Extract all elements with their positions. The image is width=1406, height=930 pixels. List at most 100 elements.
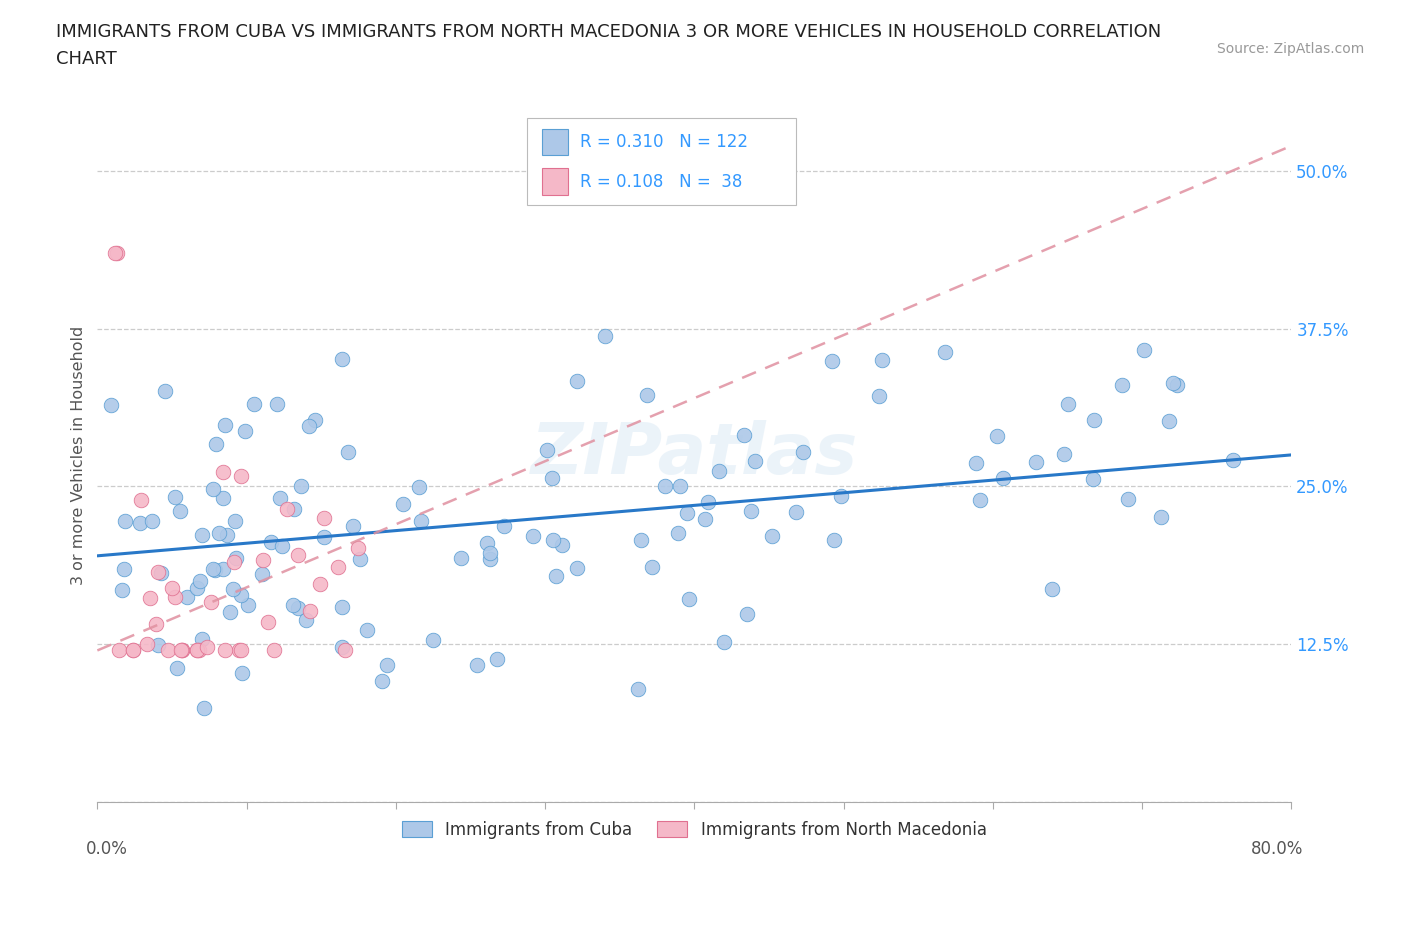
Point bbox=[266, 396, 288, 411]
Point bbox=[494, 518, 516, 533]
Point bbox=[160, 580, 183, 595]
Point bbox=[1025, 455, 1047, 470]
Point bbox=[326, 559, 349, 574]
Point bbox=[166, 661, 188, 676]
Point bbox=[627, 682, 650, 697]
Point bbox=[1159, 414, 1181, 429]
Point bbox=[450, 551, 472, 565]
Point bbox=[136, 636, 159, 651]
Point bbox=[222, 581, 245, 596]
Point bbox=[148, 637, 170, 652]
Point bbox=[641, 560, 664, 575]
Point bbox=[567, 561, 589, 576]
Point bbox=[290, 478, 312, 493]
Point bbox=[276, 502, 298, 517]
Point bbox=[536, 443, 558, 458]
Point bbox=[153, 384, 176, 399]
Point bbox=[212, 561, 235, 576]
Point bbox=[218, 604, 240, 619]
Point bbox=[546, 568, 568, 583]
Point bbox=[122, 643, 145, 658]
Point bbox=[231, 588, 253, 603]
Point bbox=[236, 597, 259, 612]
Point bbox=[212, 491, 235, 506]
Point bbox=[211, 464, 233, 479]
Point bbox=[235, 423, 257, 438]
Point bbox=[163, 590, 186, 604]
Point bbox=[666, 526, 689, 541]
Point bbox=[314, 511, 336, 525]
Text: IMMIGRANTS FROM CUBA VS IMMIGRANTS FROM NORTH MACEDONIA 3 OR MORE VEHICLES IN HO: IMMIGRANTS FROM CUBA VS IMMIGRANTS FROM … bbox=[56, 23, 1161, 68]
Point bbox=[145, 618, 167, 632]
Point bbox=[190, 573, 212, 588]
Point bbox=[785, 504, 807, 519]
Point bbox=[214, 418, 236, 432]
Point bbox=[733, 428, 755, 443]
Point bbox=[148, 565, 170, 579]
Point bbox=[1166, 378, 1188, 392]
Point bbox=[593, 328, 616, 343]
Point bbox=[485, 652, 508, 667]
Point bbox=[105, 246, 128, 260]
Point bbox=[735, 607, 758, 622]
Point bbox=[205, 437, 228, 452]
Point bbox=[392, 497, 415, 512]
Point bbox=[204, 563, 226, 578]
Point bbox=[214, 643, 236, 658]
Point bbox=[269, 490, 291, 505]
Point bbox=[169, 503, 191, 518]
Point bbox=[541, 533, 564, 548]
Point bbox=[707, 464, 730, 479]
Point bbox=[257, 614, 280, 629]
Point bbox=[193, 701, 215, 716]
Point bbox=[294, 613, 316, 628]
Point bbox=[128, 515, 150, 530]
Point bbox=[287, 601, 309, 616]
Point bbox=[377, 658, 399, 672]
Text: ZIPatlas: ZIPatlas bbox=[530, 420, 858, 489]
Point bbox=[422, 633, 444, 648]
Point bbox=[283, 502, 305, 517]
Point bbox=[475, 536, 498, 551]
Point bbox=[297, 418, 319, 433]
Point bbox=[228, 643, 250, 658]
Point bbox=[111, 582, 134, 597]
Point bbox=[333, 643, 356, 658]
Point bbox=[713, 634, 735, 649]
Point bbox=[1116, 492, 1139, 507]
Point bbox=[170, 643, 193, 658]
Point bbox=[163, 489, 186, 504]
Text: R = 0.108   N =  38: R = 0.108 N = 38 bbox=[579, 173, 742, 191]
Point bbox=[678, 591, 700, 606]
Point bbox=[1111, 378, 1133, 392]
Point bbox=[349, 551, 371, 566]
Point bbox=[540, 471, 562, 485]
Text: R = 0.310   N = 122: R = 0.310 N = 122 bbox=[579, 133, 748, 151]
Point bbox=[1083, 472, 1105, 487]
Point bbox=[1132, 342, 1154, 357]
Point bbox=[195, 640, 218, 655]
Point bbox=[823, 532, 845, 547]
FancyBboxPatch shape bbox=[527, 118, 796, 206]
Point bbox=[342, 518, 364, 533]
Point bbox=[696, 494, 718, 509]
Point bbox=[479, 545, 502, 560]
FancyBboxPatch shape bbox=[541, 168, 568, 194]
Point bbox=[1163, 376, 1185, 391]
Point bbox=[969, 493, 991, 508]
Point bbox=[1222, 452, 1244, 467]
Point bbox=[259, 535, 281, 550]
Legend: Immigrants from Cuba, Immigrants from North Macedonia: Immigrants from Cuba, Immigrants from No… bbox=[395, 814, 994, 845]
Point bbox=[139, 591, 162, 605]
Point bbox=[157, 643, 180, 658]
Point bbox=[224, 513, 246, 528]
Point bbox=[792, 445, 814, 459]
Text: 80.0%: 80.0% bbox=[1251, 840, 1303, 858]
Point bbox=[250, 566, 273, 581]
Point bbox=[654, 479, 676, 494]
Text: 0.0%: 0.0% bbox=[86, 840, 128, 858]
Point bbox=[934, 344, 956, 359]
Point bbox=[371, 673, 394, 688]
Point bbox=[761, 528, 783, 543]
Point bbox=[630, 532, 652, 547]
